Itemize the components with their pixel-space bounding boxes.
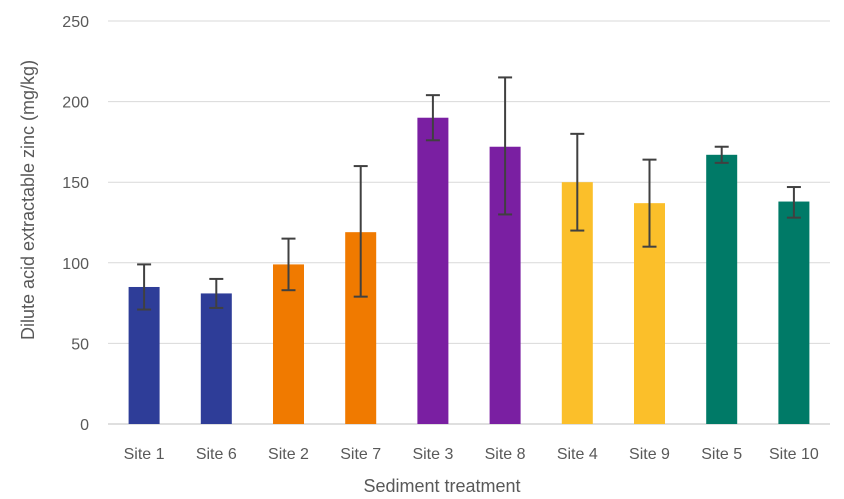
- x-tick-label: Site 10: [769, 446, 819, 463]
- bars: [128, 117, 810, 424]
- error-bar: [281, 237, 296, 292]
- y-tick-label: 0: [80, 417, 89, 434]
- error-bar: [425, 94, 440, 142]
- bar: [706, 154, 738, 424]
- x-tick-label: Site 9: [629, 446, 670, 463]
- y-tick-label: 50: [71, 336, 89, 353]
- x-tick-label: Site 4: [557, 446, 598, 463]
- y-axis-title: Dilute acid extractable zinc (mg/kg): [18, 60, 38, 340]
- error-bars: [137, 76, 801, 311]
- error-bar: [570, 132, 585, 232]
- bar: [778, 201, 810, 424]
- y-axis-ticks: 0 50 100 150 200 250: [62, 14, 89, 434]
- error-bar: [498, 76, 513, 216]
- x-tick-label: Site 2: [268, 446, 309, 463]
- x-tick-label: Site 5: [701, 446, 742, 463]
- x-tick-label: Site 1: [124, 446, 165, 463]
- y-tick-label: 150: [62, 175, 89, 192]
- y-tick-label: 200: [62, 95, 89, 112]
- bar: [200, 293, 232, 424]
- y-tick-label: 250: [62, 14, 89, 31]
- bar: [417, 117, 449, 424]
- x-tick-label: Site 7: [340, 446, 381, 463]
- x-tick-label: Site 8: [485, 446, 526, 463]
- error-bar: [714, 145, 729, 164]
- x-tick-label: Site 6: [196, 446, 237, 463]
- x-axis-title: Sediment treatment: [363, 476, 520, 496]
- error-bar: [786, 186, 801, 219]
- error-bar: [353, 165, 368, 298]
- error-bar: [209, 277, 224, 309]
- error-bar: [642, 158, 657, 248]
- x-tick-label: Site 3: [412, 446, 453, 463]
- error-bar: [137, 263, 152, 311]
- x-axis-ticks: Site 1 Site 6 Site 2 Site 7 Site 3 Site 8 Site…: [124, 446, 819, 463]
- y-tick-label: 100: [62, 256, 89, 273]
